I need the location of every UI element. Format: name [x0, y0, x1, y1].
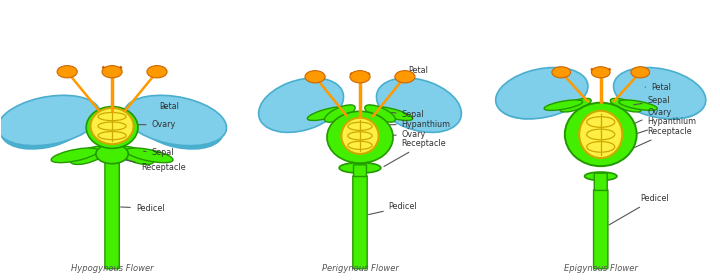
Ellipse shape — [339, 163, 381, 173]
Ellipse shape — [116, 146, 154, 164]
Text: Hypanthium: Hypanthium — [390, 120, 451, 129]
Ellipse shape — [138, 103, 223, 149]
Ellipse shape — [57, 66, 77, 78]
Ellipse shape — [495, 67, 588, 119]
Ellipse shape — [70, 146, 108, 164]
Text: Hypanthium: Hypanthium — [629, 117, 696, 136]
Ellipse shape — [631, 67, 649, 78]
Ellipse shape — [341, 118, 379, 154]
Ellipse shape — [86, 107, 138, 148]
Ellipse shape — [544, 100, 582, 110]
Ellipse shape — [0, 95, 100, 146]
Text: Sepal: Sepal — [392, 110, 424, 120]
Ellipse shape — [258, 78, 343, 132]
Ellipse shape — [126, 148, 173, 163]
Ellipse shape — [307, 107, 348, 120]
Text: Pedicel: Pedicel — [121, 204, 164, 213]
Ellipse shape — [124, 95, 227, 146]
Ellipse shape — [626, 71, 705, 119]
Text: Receptacle: Receptacle — [632, 127, 692, 149]
Ellipse shape — [564, 103, 636, 166]
Ellipse shape — [497, 71, 575, 119]
Ellipse shape — [552, 67, 570, 78]
Ellipse shape — [147, 66, 167, 78]
FancyBboxPatch shape — [594, 173, 607, 190]
Ellipse shape — [1, 103, 86, 149]
Ellipse shape — [51, 148, 98, 163]
Ellipse shape — [377, 78, 462, 132]
Ellipse shape — [91, 108, 134, 144]
Ellipse shape — [560, 98, 591, 112]
Text: Petal: Petal — [159, 102, 179, 111]
Text: Epigynous Flower: Epigynous Flower — [564, 264, 638, 273]
Text: Ovary: Ovary — [382, 130, 426, 139]
Text: Receptacle: Receptacle — [125, 160, 186, 172]
Ellipse shape — [372, 107, 413, 120]
Ellipse shape — [327, 111, 393, 163]
Ellipse shape — [387, 81, 459, 132]
FancyBboxPatch shape — [593, 190, 608, 269]
Ellipse shape — [305, 71, 325, 83]
FancyBboxPatch shape — [353, 176, 367, 269]
Ellipse shape — [585, 172, 617, 180]
Ellipse shape — [350, 71, 370, 83]
Ellipse shape — [261, 81, 333, 132]
Ellipse shape — [395, 71, 415, 83]
FancyBboxPatch shape — [354, 165, 366, 176]
Ellipse shape — [611, 98, 642, 112]
Ellipse shape — [613, 67, 706, 119]
Ellipse shape — [579, 111, 622, 158]
Ellipse shape — [96, 144, 128, 164]
Ellipse shape — [591, 67, 610, 78]
Text: Pedicel: Pedicel — [609, 194, 669, 225]
Text: Petal: Petal — [645, 83, 671, 92]
Text: Receptacle: Receptacle — [384, 139, 446, 167]
Text: Hypogynous Flower: Hypogynous Flower — [71, 264, 153, 273]
Text: Ovary: Ovary — [625, 108, 672, 128]
Ellipse shape — [325, 105, 355, 122]
Text: Petal: Petal — [402, 66, 428, 75]
Ellipse shape — [365, 105, 395, 122]
Text: Pedicel: Pedicel — [369, 202, 418, 214]
Ellipse shape — [619, 100, 657, 110]
Ellipse shape — [102, 66, 122, 78]
Text: Ovary: Ovary — [136, 120, 176, 129]
FancyBboxPatch shape — [105, 162, 120, 269]
Text: Sepal: Sepal — [143, 148, 174, 157]
Text: Sepal: Sepal — [634, 97, 670, 106]
Text: Perigynous Flower: Perigynous Flower — [322, 264, 398, 273]
